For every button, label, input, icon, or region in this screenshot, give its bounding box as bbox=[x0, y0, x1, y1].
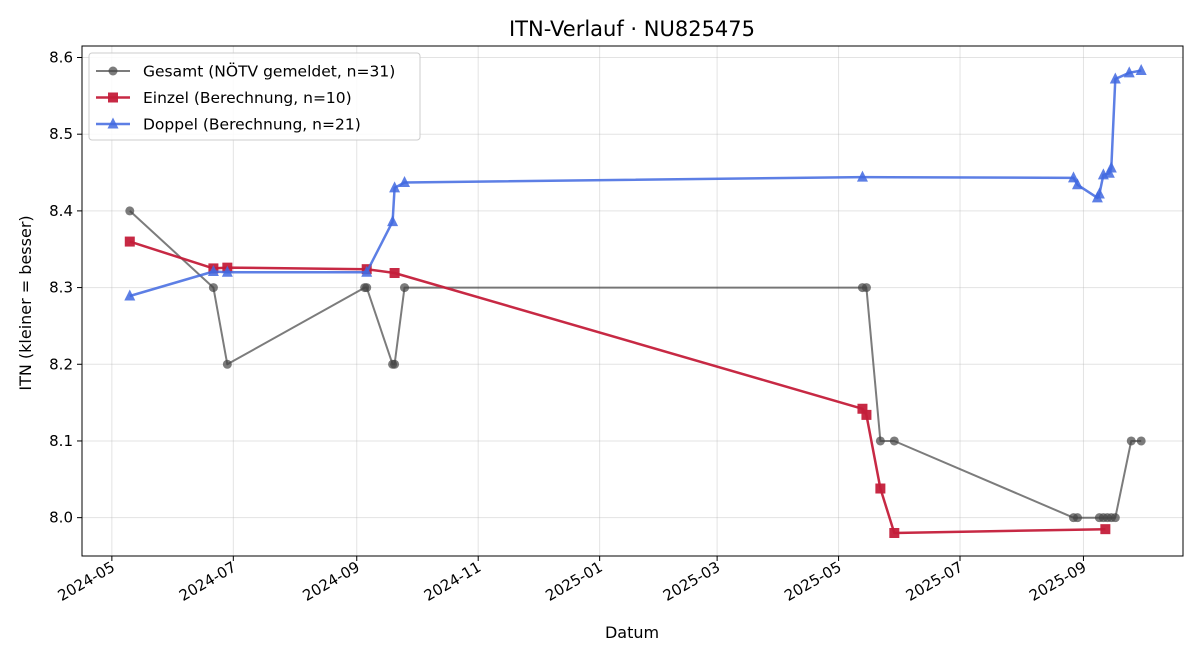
data-point-doppel bbox=[1071, 178, 1083, 190]
data-point-einzel bbox=[389, 268, 400, 279]
data-point-einzel bbox=[889, 527, 900, 538]
data-point-gesamt bbox=[861, 283, 871, 293]
legend-item-doppel: Doppel (Berechnung, n=21) bbox=[96, 116, 361, 134]
legend-swatch-marker bbox=[107, 117, 119, 129]
data-point-einzel bbox=[861, 409, 872, 420]
data-point-doppel bbox=[1105, 161, 1117, 173]
data-point-einzel bbox=[124, 236, 135, 247]
y-axis-title: ITN (kleiner = besser) bbox=[16, 215, 35, 390]
series-doppel bbox=[124, 64, 1147, 301]
data-point-einzel bbox=[875, 483, 886, 494]
data-point-doppel bbox=[856, 170, 868, 182]
legend-label: Doppel (Berechnung, n=21) bbox=[143, 116, 361, 134]
data-point-gesamt bbox=[889, 436, 899, 446]
data-point-gesamt bbox=[1072, 513, 1082, 523]
y-tick-label: 8.1 bbox=[49, 432, 73, 450]
data-point-doppel bbox=[207, 264, 219, 276]
y-tick-label: 8.5 bbox=[49, 125, 73, 143]
data-point-gesamt bbox=[222, 359, 232, 369]
y-tick-label: 8.0 bbox=[49, 509, 73, 527]
legend-item-gesamt: Gesamt (NÖTV gemeldet, n=31) bbox=[96, 62, 395, 81]
series-line-einzel bbox=[129, 240, 1106, 535]
data-point-doppel bbox=[1093, 187, 1105, 199]
y-tick-label: 8.3 bbox=[49, 279, 73, 297]
legend-swatch-marker bbox=[108, 66, 118, 76]
data-point-doppel bbox=[1123, 66, 1135, 78]
data-point-doppel bbox=[1109, 72, 1121, 84]
y-tick-label: 8.6 bbox=[49, 49, 73, 67]
data-point-gesamt bbox=[1136, 436, 1146, 446]
data-point-doppel bbox=[1067, 171, 1079, 183]
data-point-einzel bbox=[1100, 524, 1111, 535]
series-gesamt bbox=[125, 206, 1146, 523]
legend: Gesamt (NÖTV gemeldet, n=31) Einzel (Bere… bbox=[88, 52, 421, 141]
data-point-doppel bbox=[389, 181, 401, 193]
data-point-gesamt bbox=[400, 283, 410, 293]
data-point-gesamt bbox=[208, 283, 218, 293]
legend-label: Einzel (Berechnung, n=10) bbox=[143, 89, 352, 107]
data-point-doppel bbox=[399, 176, 411, 188]
data-point-doppel bbox=[387, 215, 399, 227]
data-point-gesamt bbox=[1126, 436, 1136, 446]
data-point-gesamt bbox=[125, 206, 135, 216]
data-point-doppel bbox=[221, 265, 233, 277]
data-point-gesamt bbox=[362, 283, 372, 293]
legend-box bbox=[88, 52, 421, 141]
data-point-gesamt bbox=[1110, 513, 1120, 523]
legend-item-einzel: Einzel (Berechnung, n=10) bbox=[96, 89, 352, 107]
data-point-einzel bbox=[857, 403, 868, 414]
x-axis-title: Datum bbox=[605, 623, 659, 642]
data-point-doppel bbox=[1135, 64, 1147, 76]
legend-label: Gesamt (NÖTV gemeldet, n=31) bbox=[143, 62, 395, 81]
series-layer bbox=[124, 64, 1147, 538]
data-point-gesamt bbox=[390, 359, 400, 369]
y-axis-ticks: 8.0 8.1 8.2 8.3 8.4 8.5 8.6 bbox=[49, 49, 82, 527]
data-point-doppel bbox=[361, 265, 373, 277]
data-point-doppel bbox=[124, 289, 136, 301]
y-tick-label: 8.4 bbox=[49, 202, 73, 220]
plot-frame bbox=[81, 45, 1184, 557]
chart-title: ITN-Verlauf · NU825475 bbox=[509, 17, 755, 41]
data-point-gesamt bbox=[875, 436, 885, 446]
legend-swatch-marker bbox=[108, 92, 118, 103]
y-tick-label: 8.2 bbox=[49, 355, 73, 373]
